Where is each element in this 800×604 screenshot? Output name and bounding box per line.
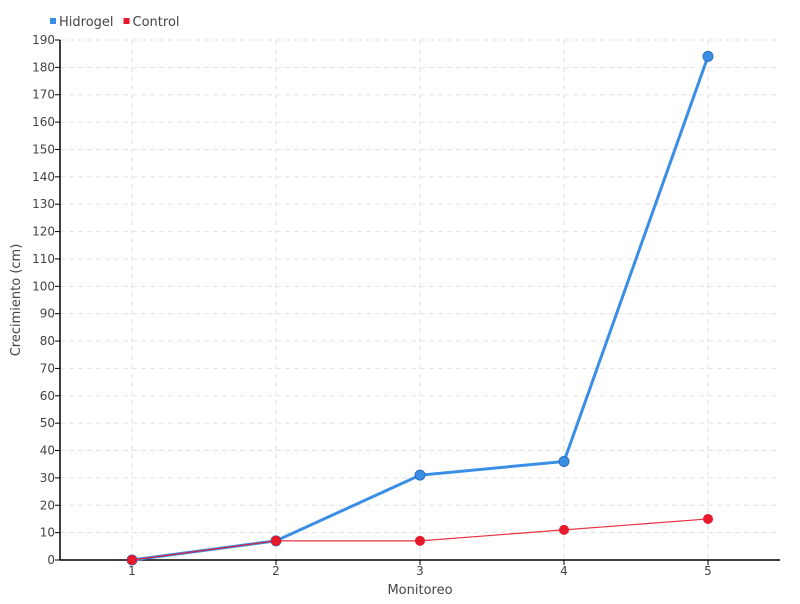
- y-tick-label: 150: [32, 142, 55, 156]
- y-axis-label: Crecimiento (cm): [9, 244, 24, 357]
- y-tick-label: 160: [32, 115, 55, 129]
- y-tick-label: 170: [32, 88, 55, 102]
- legend-label-control: Control: [133, 15, 180, 30]
- legend: Hidrogel Control: [50, 15, 180, 30]
- y-tick-label: 90: [40, 307, 55, 321]
- legend-swatch-control: [123, 18, 130, 24]
- y-tick-label: 190: [32, 33, 55, 47]
- y-tick-label: 20: [40, 498, 55, 512]
- y-tick-label: 100: [32, 279, 55, 293]
- y-tick-label: 50: [40, 416, 55, 430]
- data-point-hidrogel: [414, 469, 426, 481]
- x-tick-label: 2: [272, 564, 280, 578]
- x-tick-label: 1: [128, 564, 136, 578]
- data-point-hidrogel: [558, 455, 570, 467]
- y-tick-label: 140: [32, 170, 55, 184]
- y-tick-label: 60: [40, 389, 55, 403]
- y-tick-label: 180: [32, 60, 55, 74]
- data-point-control: [271, 535, 281, 546]
- legend-swatch-hidrogel: [50, 18, 56, 24]
- x-axis-label: Monitoreo: [387, 583, 452, 598]
- data-point-control: [559, 524, 569, 535]
- y-tick-label: 40: [40, 444, 55, 458]
- y-tick-label: 30: [40, 471, 55, 485]
- data-point-hidrogel: [702, 50, 714, 62]
- data-point-control: [703, 513, 713, 524]
- x-ticks: 1 2 3 4 5: [128, 560, 712, 578]
- y-tick-label: 80: [40, 334, 55, 348]
- y-ticks: 0 10 20 30 40 50 60 70 80 90 100 110 120 130 140 150 160…: [32, 33, 60, 567]
- y-tick-label: 0: [47, 553, 55, 567]
- x-tick-label: 4: [560, 564, 568, 578]
- x-tick-label: 5: [704, 564, 712, 578]
- x-tick-label: 3: [416, 564, 424, 578]
- y-tick-label: 110: [32, 252, 55, 266]
- y-tick-label: 10: [40, 526, 55, 540]
- grid: [60, 39, 780, 560]
- y-tick-label: 130: [32, 197, 55, 211]
- legend-label-hidrogel: Hidrogel: [59, 15, 114, 30]
- y-tick-label: 120: [32, 225, 55, 239]
- data-point-control: [415, 535, 425, 546]
- data-point-control: [127, 555, 137, 565]
- y-tick-label: 70: [40, 361, 55, 375]
- series: [126, 50, 714, 566]
